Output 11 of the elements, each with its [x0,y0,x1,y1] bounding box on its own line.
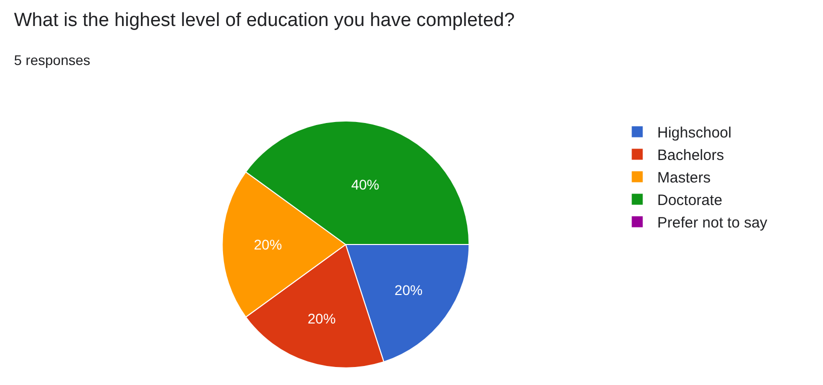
legend-label: Prefer not to say [657,214,768,232]
legend-label: Highschool [657,124,732,142]
legend-label: Bachelors [657,147,724,164]
text: 5 responses [14,52,90,68]
data-label: 20% [394,282,423,298]
data-label: 20% [308,310,336,326]
data-label: 20% [254,236,282,252]
legend-label: Doctorate [657,192,722,210]
legend-label: Masters [657,170,711,187]
chart-title: What is the highest level of education you have completed? [14,10,515,32]
data-label: 40% [351,176,380,192]
